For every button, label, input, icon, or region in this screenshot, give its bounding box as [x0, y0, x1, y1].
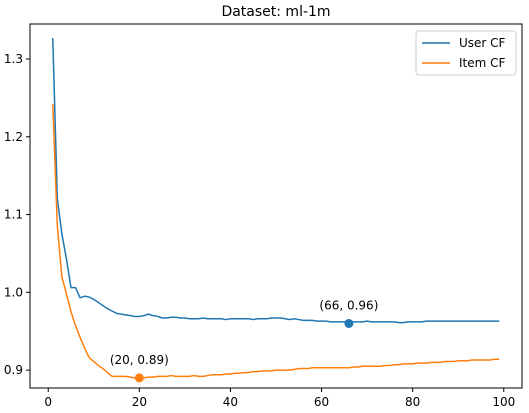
series-line-user-cf [52, 37, 500, 324]
x-axis: 0 20 40 60 80 100 [44, 388, 515, 409]
series-line-item-cf [52, 104, 500, 379]
marker-layer: (66, 0.96) (20, 0.89) [110, 298, 378, 383]
highlight-point [134, 373, 144, 383]
legend-label: User CF [459, 36, 506, 50]
legend-box [415, 30, 517, 76]
x-tick-label: 80 [405, 395, 420, 409]
x-tick-label: 0 [44, 395, 52, 409]
series-layer [52, 37, 500, 379]
legend-label: Item CF [459, 56, 506, 70]
chart-title: Dataset: ml-1m [221, 4, 330, 20]
plot-area [29, 23, 523, 389]
x-tick-label: 20 [132, 395, 147, 409]
x-tick-label: 100 [492, 395, 515, 409]
y-tick-label: 0.9 [4, 363, 23, 377]
plot-frame [29, 23, 523, 389]
x-tick-label: 60 [314, 395, 329, 409]
y-tick-label: 1.0 [4, 285, 23, 299]
legend: User CF Item CF [415, 30, 517, 76]
x-tick-label: 40 [223, 395, 238, 409]
y-tick-label: 1.3 [4, 52, 23, 66]
point-annotation: (20, 0.89) [110, 353, 169, 367]
point-annotation: (66, 0.96) [319, 298, 378, 312]
y-axis: 0.9 1.0 1.1 1.2 1.3 [4, 52, 30, 377]
y-tick-label: 1.2 [4, 130, 23, 144]
y-tick-label: 1.1 [4, 208, 23, 222]
highlight-point [344, 318, 354, 328]
